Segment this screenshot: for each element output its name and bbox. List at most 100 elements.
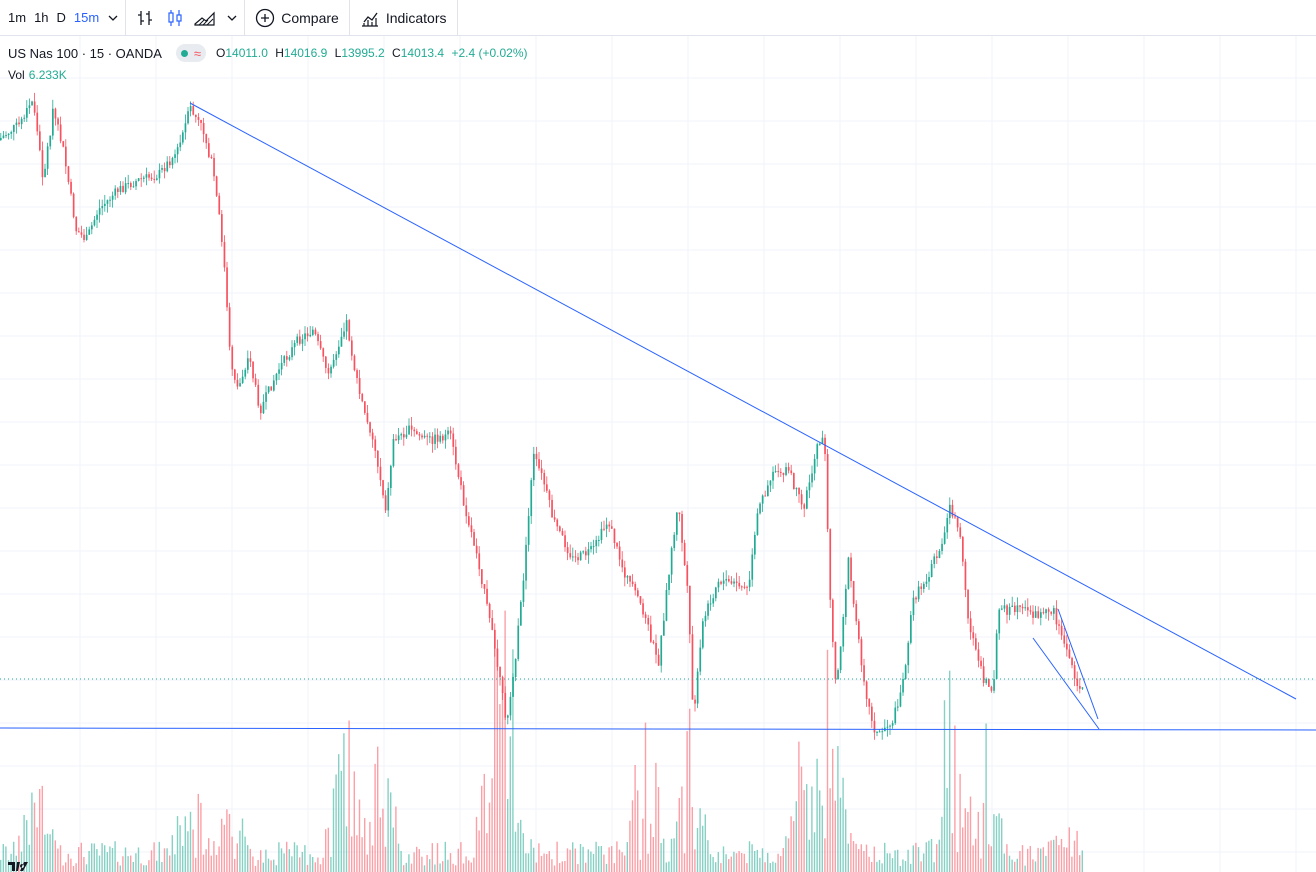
candle-body [816, 444, 819, 459]
candle-body [218, 195, 221, 215]
candle-body [119, 185, 122, 192]
volume-bar [384, 846, 387, 872]
candle-body [902, 678, 904, 693]
candle-body [65, 146, 67, 167]
volume-bar [772, 861, 774, 872]
candle-body [332, 359, 335, 367]
bar-style-icon[interactable] [128, 0, 162, 35]
wedge-lower-line[interactable] [1032, 637, 1100, 730]
volume-bar [46, 833, 49, 872]
volume-bar [231, 836, 233, 872]
volume-bar [689, 708, 691, 872]
volume-bar [210, 855, 212, 872]
volume-bar [821, 805, 823, 872]
open-value: 14011.0 [225, 46, 268, 60]
compare-button[interactable]: Compare [247, 0, 347, 35]
candle-body [530, 480, 533, 517]
candle-body [137, 178, 140, 181]
compare-plus-icon [256, 8, 275, 27]
volume-bar [605, 863, 608, 872]
candle-body [478, 553, 481, 570]
market-status-badge[interactable]: ≈ [175, 44, 207, 62]
candlesticks [0, 92, 1084, 740]
chart-style-chevron-down-icon[interactable] [222, 0, 242, 35]
volume-bar [397, 843, 400, 872]
candle-body [626, 575, 629, 578]
candle-body [1045, 609, 1047, 614]
interval-dropdown-chevron-down-icon[interactable] [103, 0, 123, 35]
volume-bar [223, 824, 225, 872]
candle-body [980, 660, 982, 667]
interval-1h[interactable]: 1h [34, 10, 49, 25]
volume-bar [117, 861, 119, 872]
volume-bar [790, 816, 792, 872]
candle-body [910, 615, 912, 643]
candle-body [977, 649, 980, 661]
candle-body [54, 108, 57, 119]
resistance-trendline[interactable] [189, 102, 1297, 700]
price-chart[interactable] [0, 36, 1316, 872]
volume-bar [514, 831, 517, 872]
candle-body [387, 487, 390, 511]
interval-D[interactable]: D [56, 10, 66, 25]
volume-bar [964, 808, 966, 872]
candle-body [868, 699, 871, 707]
volume-bar [839, 797, 842, 872]
candle-style-icon[interactable] [162, 0, 188, 35]
candle-body [304, 333, 306, 340]
volume-bar [416, 846, 418, 872]
candle-body [915, 597, 917, 600]
volume-bar [179, 825, 181, 872]
support-horizontal-line[interactable] [0, 727, 1316, 731]
symbol-title[interactable]: US Nas 100 · 15 · OANDA [8, 45, 162, 61]
candle-body [244, 369, 247, 377]
indicators-icon [361, 12, 378, 27]
volume-bar [548, 851, 550, 872]
volume-bar [624, 855, 626, 872]
candle-body [605, 524, 608, 529]
volume-bar [663, 838, 665, 872]
candle-body [382, 480, 384, 496]
candle-body [5, 135, 7, 137]
candle-body [962, 536, 964, 562]
volume-bar [33, 802, 36, 872]
candle-body [293, 342, 296, 348]
candle-body [291, 347, 293, 358]
volume-bar [1058, 845, 1060, 872]
volume-bar [722, 846, 725, 872]
candle-body [699, 647, 702, 672]
volume-bar [704, 814, 706, 872]
volume-bar [473, 857, 475, 872]
wedge-upper-line[interactable] [1057, 608, 1099, 720]
candle-body [546, 484, 548, 491]
candle-body [941, 543, 943, 551]
volume-bar [613, 863, 615, 872]
candle-body [1037, 611, 1040, 618]
volume-bar [1063, 847, 1065, 872]
candle-body [652, 641, 655, 643]
candle-body [637, 590, 639, 597]
interval-1m[interactable]: 1m [8, 10, 27, 25]
volume-bar [725, 854, 727, 872]
volume-bar [358, 799, 361, 872]
candle-body [249, 358, 252, 362]
interval-15m[interactable]: 15m [73, 10, 100, 25]
candle-body [361, 393, 364, 402]
candle-body [325, 356, 327, 368]
volume-bars [0, 610, 1083, 872]
candle-body [873, 720, 876, 733]
volume-bar [569, 849, 571, 872]
candle-body [436, 434, 439, 442]
area-style-icon[interactable] [188, 0, 222, 35]
candle-body [410, 425, 413, 430]
volume-bar [54, 840, 56, 872]
volume-bar [143, 865, 145, 872]
volume-bar [171, 835, 173, 872]
ohlc-values: O14011.0 H14016.9 L13995.2 C14013.4 +2.4… [216, 46, 528, 60]
candle-body [397, 435, 400, 441]
candle-body [1040, 612, 1042, 618]
volume-bar [312, 856, 314, 872]
candle-body [834, 641, 837, 680]
volume-bar [533, 847, 535, 872]
indicators-button[interactable]: Indicators [352, 0, 455, 35]
